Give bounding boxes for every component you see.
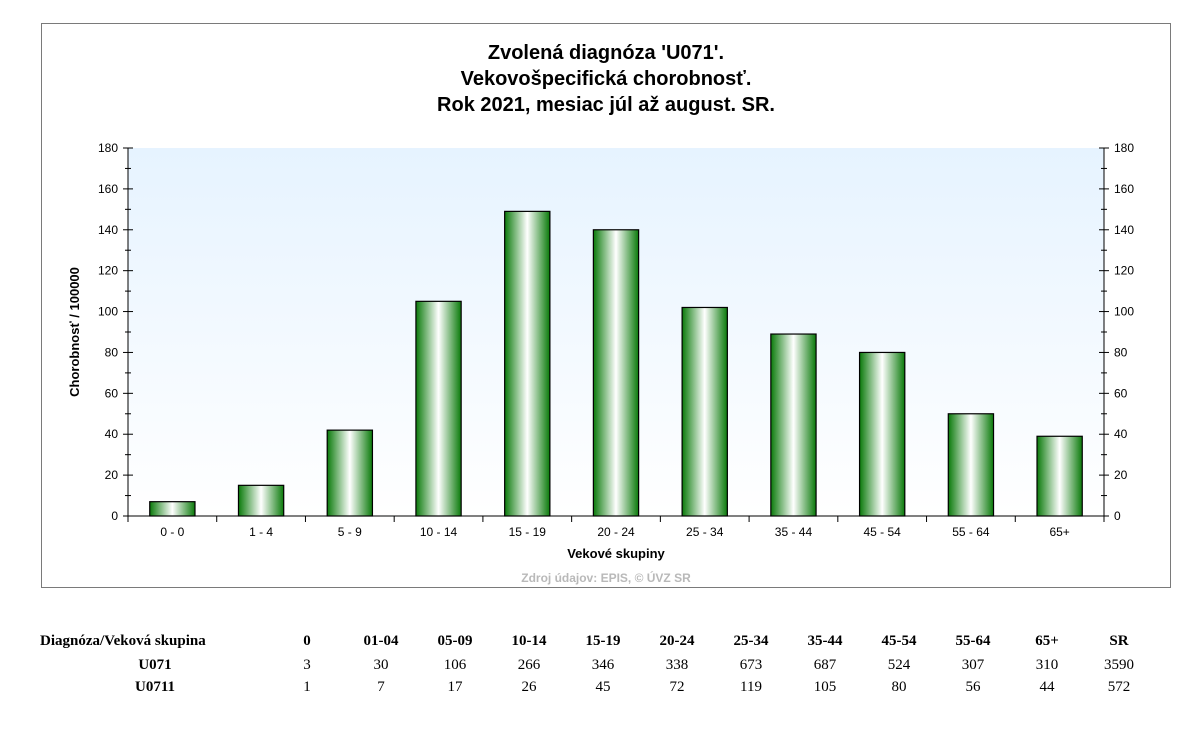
y-axis-title: Chorobnosť / 100000: [67, 267, 82, 397]
y-tick-label-right-100: 100: [1114, 305, 1134, 319]
table-row: U071 3 30 106 266 346 338 673 687 524 307 310 3590: [40, 654, 1154, 676]
table-cell: 105: [813, 678, 837, 695]
chart-title-line-1: Zvolená diagnóza 'U071'.: [488, 42, 724, 64]
y-tick-label-right-140: 140: [1114, 223, 1134, 237]
table-header-10: 45-54: [881, 632, 917, 649]
x-tick-label-3: 5 - 9: [338, 525, 362, 539]
table-cell: 26: [521, 678, 537, 695]
y-tick-label-left-100: 100: [98, 305, 118, 319]
table-body: U071 3 30 106 266 346 338 673 687 524 307 310 3590 U0…: [40, 654, 1154, 698]
chart-title-line-2: Vekovošpecifická chorobnosť.: [461, 68, 752, 90]
bar-chart: Zvolená diagnóza 'U071'. Vekovošpecifick…: [67, 42, 1134, 585]
y-tick-label-right-120: 120: [1114, 264, 1134, 278]
table-cell: 338: [665, 656, 689, 673]
table-cell: 572: [1107, 678, 1131, 695]
table-header-5: 10-14: [511, 632, 547, 649]
bar-7: [681, 306, 728, 517]
table-header-2: 0: [303, 632, 311, 649]
table-cell: 3: [303, 656, 311, 673]
table-cell: 673: [739, 656, 763, 673]
table-cell: 30: [373, 656, 389, 673]
bar-3: [326, 429, 374, 517]
table-cell: 310: [1035, 656, 1059, 673]
y-tick-label-right-160: 160: [1114, 182, 1134, 196]
x-tick-label-2: 1 - 4: [249, 525, 273, 539]
x-tick-label-7: 25 - 34: [686, 525, 724, 539]
y-tick-label-right-20: 20: [1114, 468, 1128, 482]
x-tick-label-1: 0 - 0: [160, 525, 184, 539]
bars-layer: [149, 210, 1083, 517]
table-cell: 56: [965, 678, 981, 695]
y-tick-label-left-180: 180: [98, 141, 118, 155]
table-row: U0711 1 7 17 26 45 72 119 105 80 56 44 572: [40, 676, 1154, 698]
bar-2: [237, 484, 285, 517]
table-header-11: 55-64: [955, 632, 991, 649]
table-header-row: Diagnóza/Veková skupina 0 01-04 05-09 10-14 1…: [40, 628, 1154, 654]
table-cell: 346: [591, 656, 615, 673]
bar-10: [947, 413, 995, 517]
table-cell: 72: [669, 678, 685, 695]
table-cell: 45: [595, 678, 611, 695]
bar-1: [149, 501, 196, 517]
row-label: U071: [138, 656, 172, 673]
x-tick-label-10: 55 - 64: [952, 525, 990, 539]
y-tick-label-right-80: 80: [1114, 345, 1128, 359]
bar-9: [858, 351, 906, 517]
y-tick-label-left-40: 40: [105, 427, 119, 441]
y-tick-label-left-120: 120: [98, 264, 118, 278]
row-label: U0711: [134, 678, 175, 695]
x-tick-label-11: 65+: [1049, 525, 1069, 539]
table-cell: 524: [887, 656, 911, 673]
y-tick-label-left-0: 0: [111, 509, 118, 523]
y-tick-label-right-60: 60: [1114, 386, 1128, 400]
y-tick-label-right-0: 0: [1114, 509, 1121, 523]
x-tick-label-9: 45 - 54: [864, 525, 902, 539]
y-tick-label-left-160: 160: [98, 182, 118, 196]
bar-5: [504, 210, 551, 517]
bar-11: [1036, 435, 1083, 517]
table-cell: 7: [377, 678, 385, 695]
chart-frame: Zvolená diagnóza 'U071'. Vekovošpecifick…: [41, 23, 1171, 588]
table-header-3: 01-04: [363, 632, 399, 649]
table-cell: 687: [813, 656, 837, 673]
table-cell: 3590: [1104, 656, 1134, 673]
x-axis-title: Vekové skupiny: [567, 546, 665, 561]
table-cell: 106: [443, 656, 467, 673]
x-tick-label-4: 10 - 14: [420, 525, 458, 539]
table-cell: 307: [961, 656, 985, 673]
table-header-12: 65+: [1035, 632, 1059, 649]
x-tick-label-6: 20 - 24: [597, 525, 635, 539]
table-header-13: SR: [1109, 632, 1129, 649]
x-tick-label-5: 15 - 19: [509, 525, 547, 539]
chart-title-line-3: Rok 2021, mesiac júl až august. SR.: [437, 94, 775, 116]
source-note: Zdroj údajov: EPIS, © ÚVZ SR: [521, 570, 691, 585]
x-tick-label-8: 35 - 44: [775, 525, 813, 539]
table-header-9: 35-44: [807, 632, 843, 649]
data-table: Diagnóza/Veková skupina 0 01-04 05-09 10-14 1…: [40, 628, 1154, 698]
table-header-6: 15-19: [585, 632, 621, 649]
axes-layer: 0 0 20 20 40 40 60 60 80 80 100 100 120 120 140 140 160 1…: [98, 141, 1134, 539]
bar-6: [592, 229, 640, 517]
bar-8: [770, 333, 817, 517]
table-cell: 1: [303, 678, 311, 695]
y-tick-label-right-180: 180: [1114, 141, 1134, 155]
table-cell: 44: [1039, 678, 1055, 695]
y-tick-label-left-60: 60: [105, 386, 119, 400]
bar-4: [415, 300, 462, 517]
table-cell: 17: [447, 678, 463, 695]
table-header-7: 20-24: [659, 632, 695, 649]
table-cell: 119: [740, 678, 762, 695]
table-cell: 80: [891, 678, 907, 695]
table-header-8: 25-34: [733, 632, 769, 649]
y-tick-label-left-20: 20: [105, 468, 119, 482]
y-tick-label-left-140: 140: [98, 223, 118, 237]
y-tick-label-right-40: 40: [1114, 427, 1128, 441]
table-header-4: 05-09: [437, 632, 473, 649]
table-cell: 266: [517, 656, 541, 673]
y-tick-label-left-80: 80: [105, 345, 119, 359]
table-header-1: Diagnóza/Veková skupina: [40, 632, 206, 649]
